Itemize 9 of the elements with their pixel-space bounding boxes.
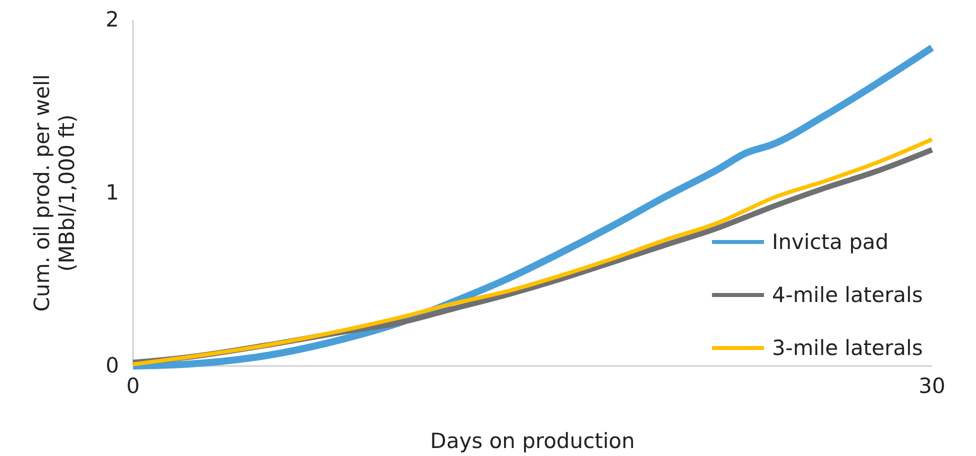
y-tick-label: 0 — [106, 354, 119, 378]
y-tick-label: 2 — [106, 8, 119, 32]
legend-label: 3-mile laterals — [772, 336, 923, 360]
y-tick-label: 1 — [106, 180, 119, 205]
x-tick-label: 30 — [918, 374, 946, 398]
legend-label: 4-mile laterals — [772, 283, 923, 307]
legend-label: Invicta pad — [772, 230, 889, 254]
y-axis-title: Cum. oil prod. per well (MBbl/1,000 ft) — [30, 74, 79, 312]
x-axis-title: Days on production — [430, 429, 635, 453]
